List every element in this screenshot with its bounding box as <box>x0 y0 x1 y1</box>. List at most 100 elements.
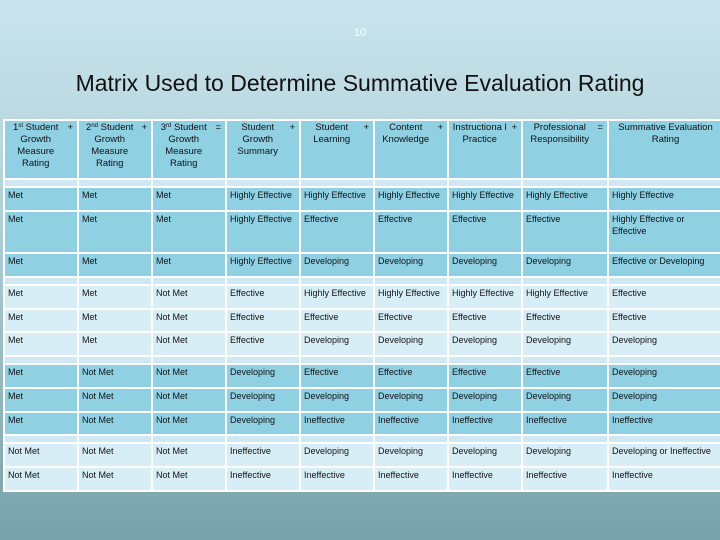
column-header: Instructiona l Practice + <box>449 121 521 178</box>
table-cell: Developing <box>375 333 447 356</box>
column-header: Student Learning + <box>301 121 373 178</box>
table-cell: Not Met <box>153 468 225 490</box>
table-cell: Ineffective <box>449 468 521 490</box>
table-cell: Developing <box>523 388 607 411</box>
table-cell: Effective <box>301 309 373 332</box>
table-row: Met Met Met Highly Effective Effective Effect… <box>5 211 720 253</box>
column-header-label: Student Growth Summary <box>237 122 279 157</box>
table-cell: Developing <box>301 388 373 411</box>
table-row: Met Met Met Highly Effective Developing Devel… <box>5 254 720 276</box>
separator-cell <box>153 436 225 443</box>
table-cell: Ineffective <box>449 412 521 435</box>
separator-cell <box>609 180 720 186</box>
separator-cell <box>301 436 373 443</box>
slide-number: 10 <box>353 27 367 39</box>
column-header-label: Content Knowledge <box>382 122 430 145</box>
table-cell: Highly Effective <box>523 188 607 210</box>
separator-cell <box>153 277 225 284</box>
table-cell: Effective <box>449 365 521 387</box>
separator-cell <box>301 357 373 364</box>
table-cell: Developing <box>449 333 521 356</box>
operator-symbol: + <box>67 122 73 133</box>
separator-cell <box>449 180 521 186</box>
table-cell: Developing <box>609 333 720 356</box>
table-cell: Met <box>5 188 77 210</box>
column-header-label: 3rd Student Growth Measure Rating <box>160 122 207 169</box>
operator-symbol: = <box>215 122 221 133</box>
table-cell: Met <box>79 211 151 253</box>
table-body: Met Met Met Highly Effective Highly Effectiv… <box>5 180 720 490</box>
separator-cell <box>227 357 299 364</box>
group-separator-row <box>5 277 720 284</box>
table-cell: Met <box>153 188 225 210</box>
table-cell: Met <box>5 412 77 435</box>
table-cell: Not Met <box>79 365 151 387</box>
table-cell: Ineffective <box>301 412 373 435</box>
separator-cell <box>449 277 521 284</box>
column-header: 1st Student Growth Measure Rating + <box>5 121 77 178</box>
table-cell: Met <box>5 388 77 411</box>
separator-cell <box>79 436 151 443</box>
table-cell: Effective <box>523 309 607 332</box>
column-header-label: 1st Student Growth Measure Rating <box>13 122 59 169</box>
separator-cell <box>523 277 607 284</box>
table-cell: Effective <box>609 285 720 308</box>
separator-cell <box>375 277 447 284</box>
table-cell: Effective <box>523 211 607 253</box>
table-cell: Ineffective <box>523 412 607 435</box>
table-cell: Developing <box>375 444 447 467</box>
table-row: Met Met Not Met Effective Developing Developi… <box>5 333 720 356</box>
separator-cell <box>449 436 521 443</box>
table-cell: Not Met <box>153 388 225 411</box>
table-cell: Not Met <box>153 365 225 387</box>
table-cell: Highly Effective <box>449 285 521 308</box>
table-row: Met Met Met Highly Effective Highly Effectiv… <box>5 188 720 210</box>
table-cell: Developing <box>375 388 447 411</box>
separator-cell <box>5 277 77 284</box>
table-cell: Developing <box>523 444 607 467</box>
table-cell: Ineffective <box>609 468 720 490</box>
separator-cell <box>609 436 720 443</box>
column-header: Student Growth Summary + <box>227 121 299 178</box>
table-cell: Highly Effective <box>609 188 720 210</box>
table-cell: Developing <box>449 254 521 276</box>
table-cell: Developing <box>227 388 299 411</box>
separator-cell <box>301 277 373 284</box>
table-cell: Effective <box>449 309 521 332</box>
separator-cell <box>609 277 720 284</box>
table-row: Not Met Not Met Not Met Ineffective Ineffect… <box>5 468 720 490</box>
table-cell: Effective <box>301 211 373 253</box>
table-cell: Developing <box>523 254 607 276</box>
table-cell: Ineffective <box>523 468 607 490</box>
separator-cell <box>523 436 607 443</box>
table-row: Met Not Met Not Met Developing Ineffective In… <box>5 412 720 435</box>
table-cell: Highly Effective <box>227 188 299 210</box>
table-cell: Developing or Ineffective <box>609 444 720 467</box>
table-row: Met Not Met Not Met Developing Developing Dev… <box>5 388 720 411</box>
operator-symbol: + <box>511 122 517 133</box>
table-cell: Not Met <box>153 333 225 356</box>
table-cell: Developing <box>301 333 373 356</box>
separator-cell <box>153 180 225 186</box>
table-row: Met Not Met Not Met Developing Effective Effe… <box>5 365 720 387</box>
table-cell: Effective <box>227 285 299 308</box>
table-cell: Met <box>5 309 77 332</box>
table-cell: Met <box>79 254 151 276</box>
table-cell: Effective <box>375 365 447 387</box>
table-cell: Highly Effective <box>227 211 299 253</box>
table-cell: Effective or Developing <box>609 254 720 276</box>
column-header: 3rd Student Growth Measure Rating = <box>153 121 225 178</box>
table-cell: Developing <box>301 444 373 467</box>
separator-cell <box>375 180 447 186</box>
group-separator-row <box>5 180 720 186</box>
table-cell: Met <box>5 285 77 308</box>
table-cell: Highly Effective <box>227 254 299 276</box>
separator-cell <box>301 180 373 186</box>
table-cell: Met <box>79 309 151 332</box>
table-cell: Effective <box>609 309 720 332</box>
operator-symbol: + <box>363 122 369 133</box>
table-cell: Highly Effective <box>375 188 447 210</box>
table-cell: Highly Effective <box>301 285 373 308</box>
column-header: Professional Responsibility = <box>523 121 607 178</box>
table-cell: Developing <box>449 444 521 467</box>
